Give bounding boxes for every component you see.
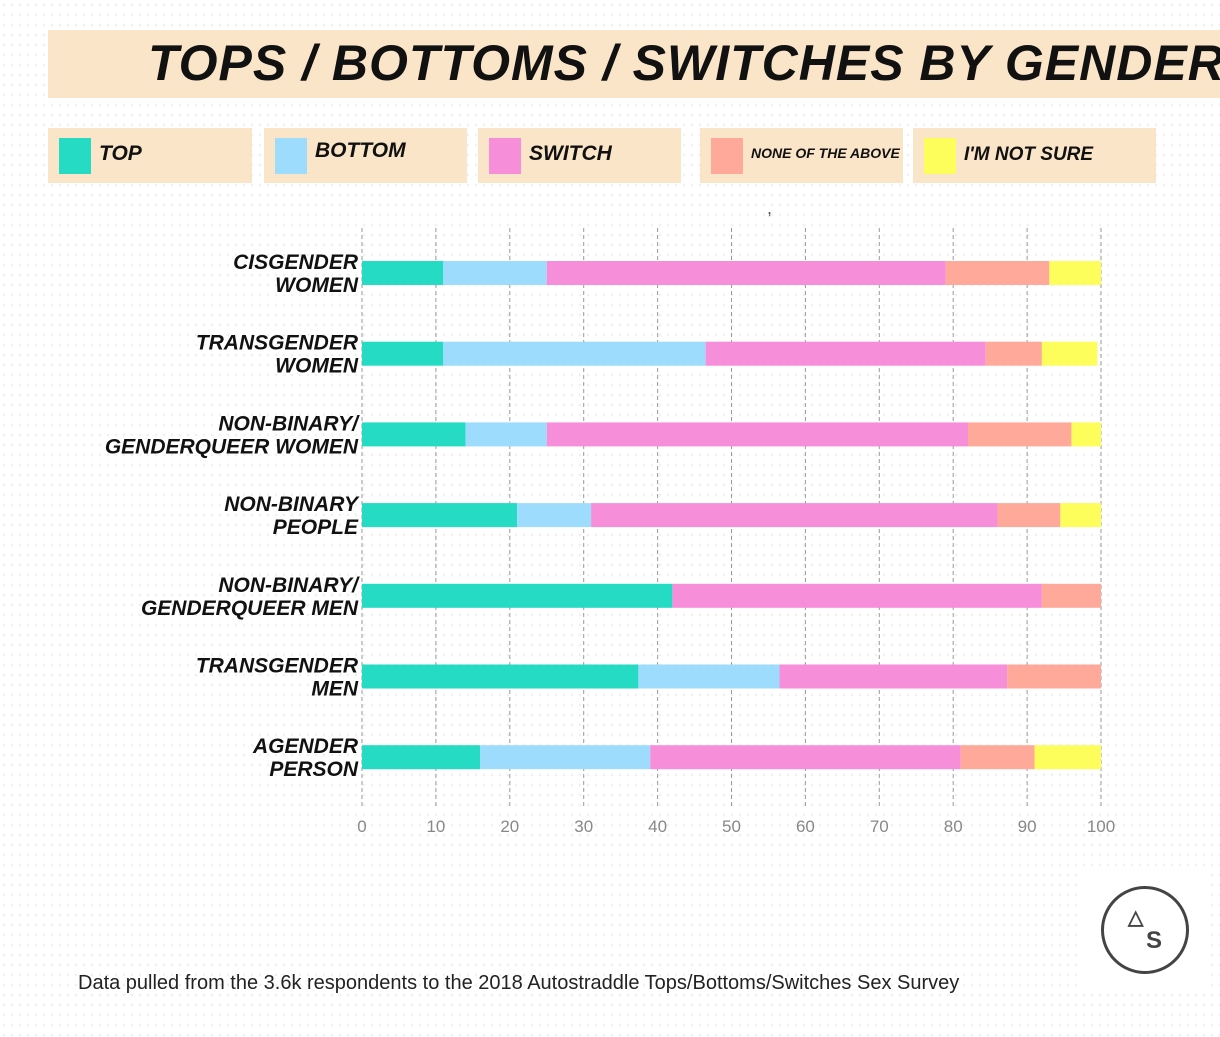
bar-segment-bottom [443,261,547,285]
x-tick-label: 60 [796,817,815,836]
x-tick-label: 50 [722,817,741,836]
legend-swatch-not-sure [924,138,956,174]
bar-segment-top [362,745,481,770]
bar-segment-top [362,422,466,447]
bar-segment-none [1041,583,1101,608]
source-note: Data pulled from the 3.6k respondents to… [78,972,960,994]
category-label: TRANSGENDER [196,332,359,355]
bar-segment-bottom [443,341,706,366]
bar-segment-none [945,261,1050,285]
legend-label-none: NONE OF THE ABOVE [751,145,900,161]
bar-segment-top [362,261,444,285]
chart-title: TOPS / BOTTOMS / SWITCHES BY GENDER [148,35,1220,91]
category-label: CISGENDER [233,251,359,274]
bar-segment-not_sure [1041,341,1098,366]
bar-segment-bottom [480,745,651,770]
bar-segment-switch [672,583,1042,608]
bar-segment-not_sure [1034,745,1101,770]
category-label: PEOPLE [273,516,359,539]
bar-segment-bottom [517,503,592,528]
x-tick-label: 10 [426,817,445,836]
bar-segment-switch [591,503,998,528]
bar-segment-not_sure [1071,422,1101,447]
bar-segment-switch [546,261,946,285]
legend-swatch-top [59,138,91,174]
bar-segment-top [362,664,639,689]
category-label: TRANSGENDER [196,655,359,678]
x-tick-label: 20 [500,817,519,836]
x-tick-label: 70 [870,817,889,836]
bar-segment-not_sure [1060,503,1101,528]
legend-swatch-bottom [275,138,307,174]
legend-item-switch: SWITCH [478,128,681,183]
bar-segment-not_sure [1049,261,1101,285]
logo-box: △ S [1080,866,1210,994]
legend-label-top: TOP [99,142,142,165]
bar-segment-switch [779,664,1008,689]
x-tick-label: 80 [944,817,963,836]
legend-item-bottom: BOTTOM [264,128,467,183]
bar-segment-top [362,503,518,528]
title-banner: TOPS / BOTTOMS / SWITCHES BY GENDER [48,30,1220,98]
bar-segment-none [985,341,1042,366]
legend-item-not-sure: I'M NOT SURE [913,128,1156,183]
legend-label-bottom: BOTTOM [315,139,406,162]
logo-letter: S [1146,927,1163,954]
bar-segment-top [362,341,444,366]
bar-segment-bottom [638,664,780,689]
category-label: MEN [311,678,359,701]
bar-segment-none [1007,664,1101,689]
x-tick-label: 100 [1087,817,1115,836]
bar-segment-none [967,422,1072,447]
bar-segment-none [960,745,1035,770]
legend-swatch-switch [489,138,521,174]
x-tick-label: 30 [574,817,593,836]
category-label: NON-BINARY/ [218,574,360,597]
bar-segment-none [997,503,1061,528]
category-label: WOMEN [275,355,359,378]
legend-item-top: TOP [48,128,252,183]
category-label: NON-BINARY/ [218,412,360,435]
x-tick-label: 0 [357,817,366,836]
x-tick-label: 90 [1018,817,1037,836]
category-label: PERSON [269,758,359,781]
legend-item-none: NONE OF THE ABOVE [700,128,903,183]
bar-segment-top [362,583,673,608]
bar-segment-switch [650,745,961,770]
x-tick-label: 40 [648,817,667,836]
autostraddle-logo: △ S [1101,886,1189,974]
category-label: NON-BINARY [224,493,360,516]
category-label: GENDERQUEER WOMEN [105,435,359,458]
bar-segment-switch [546,422,968,447]
category-label: GENDERQUEER MEN [141,597,359,620]
bar-segment-switch [705,341,986,366]
category-label: WOMEN [275,274,359,297]
bar-segment-bottom [465,422,547,447]
legend-swatch-none [711,138,743,174]
stray-mark: , [767,198,773,218]
legend-label-not-sure: I'M NOT SURE [964,144,1094,165]
category-label: AGENDER [252,735,359,758]
legend-label-switch: SWITCH [529,142,612,165]
